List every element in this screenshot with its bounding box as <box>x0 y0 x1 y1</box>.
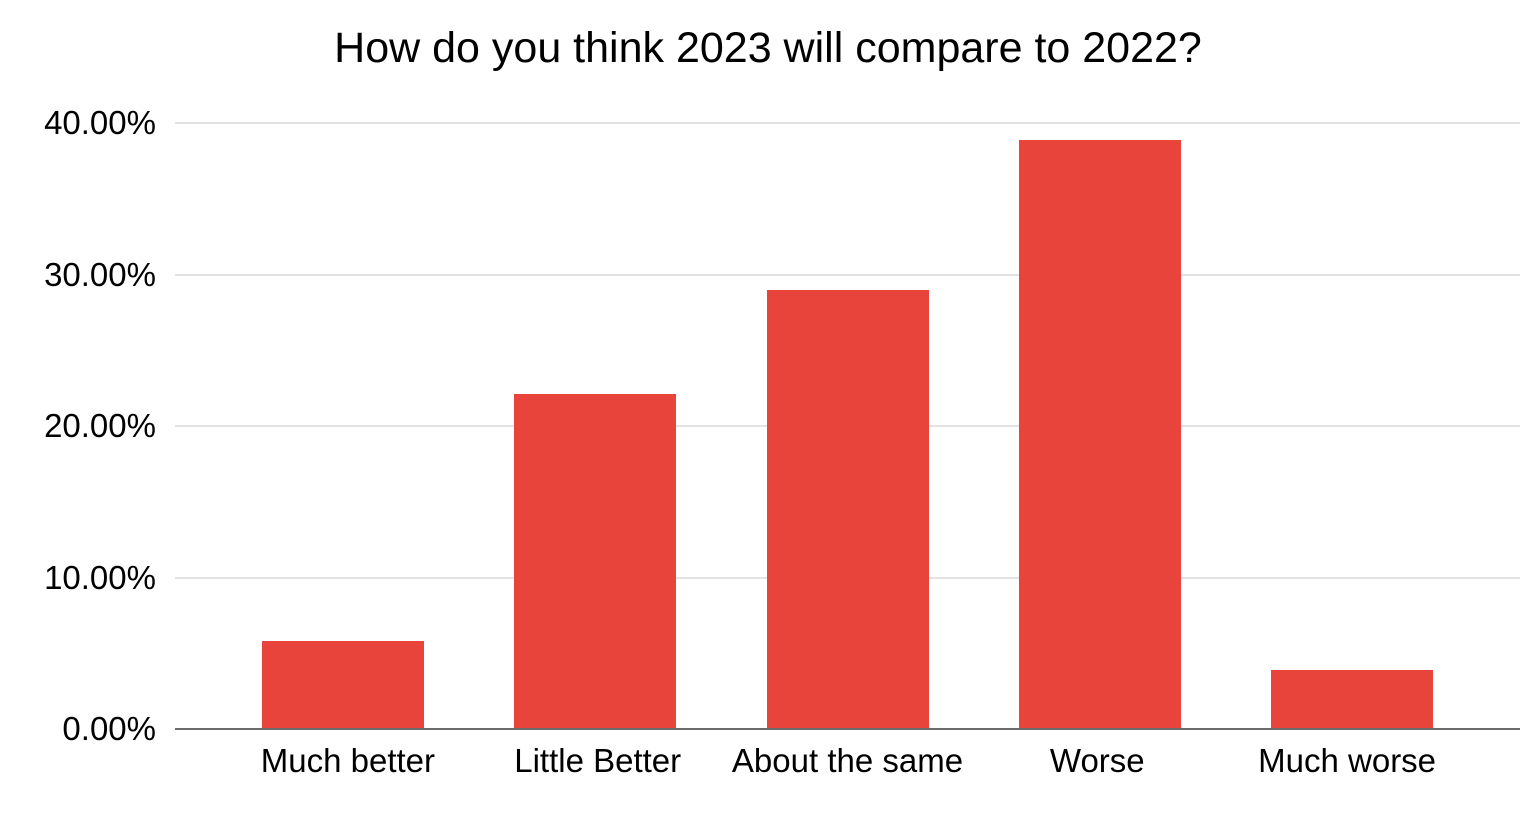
y-axis-tick-label: 40.00% <box>44 104 156 141</box>
x-axis: Much better Little Better About the same… <box>175 742 1520 780</box>
bars-group <box>175 123 1520 729</box>
gridline-30-percent <box>175 273 1520 276</box>
x-axis-category-label: Worse <box>1049 742 1145 779</box>
y-axis: 40.00% 30.00% 20.00% 10.00% 0.00% <box>0 104 156 747</box>
bar-about-the-same <box>766 289 929 729</box>
x-axis-category-label: Much worse <box>1258 742 1437 779</box>
bar-much-worse <box>1270 669 1433 729</box>
x-axis-category-label: Little Better <box>514 742 682 779</box>
y-axis-tick-label: 10.00% <box>44 558 156 596</box>
x-axis-category-label: Much better <box>260 742 436 779</box>
bar-slot <box>974 123 1226 729</box>
y-axis-tick-label: 30.00% <box>44 255 156 293</box>
bar-slot <box>469 123 721 729</box>
bar-slot <box>721 123 973 729</box>
bar-worse <box>1018 139 1181 729</box>
y-axis-tick-label: 20.00% <box>44 407 156 444</box>
x-axis-line <box>175 728 1520 730</box>
chart-title: How do you think 2023 will compare to 20… <box>334 24 1202 72</box>
plot-area <box>175 122 1520 730</box>
gridline-40-percent <box>175 122 1520 124</box>
bar-little-better <box>514 394 677 729</box>
bar-slot <box>1226 123 1478 729</box>
y-axis-tick-label: 0.00% <box>62 710 156 747</box>
bar-much-better <box>262 641 425 729</box>
x-axis-category-label: About the same <box>731 742 964 779</box>
bar-slot <box>217 123 469 729</box>
